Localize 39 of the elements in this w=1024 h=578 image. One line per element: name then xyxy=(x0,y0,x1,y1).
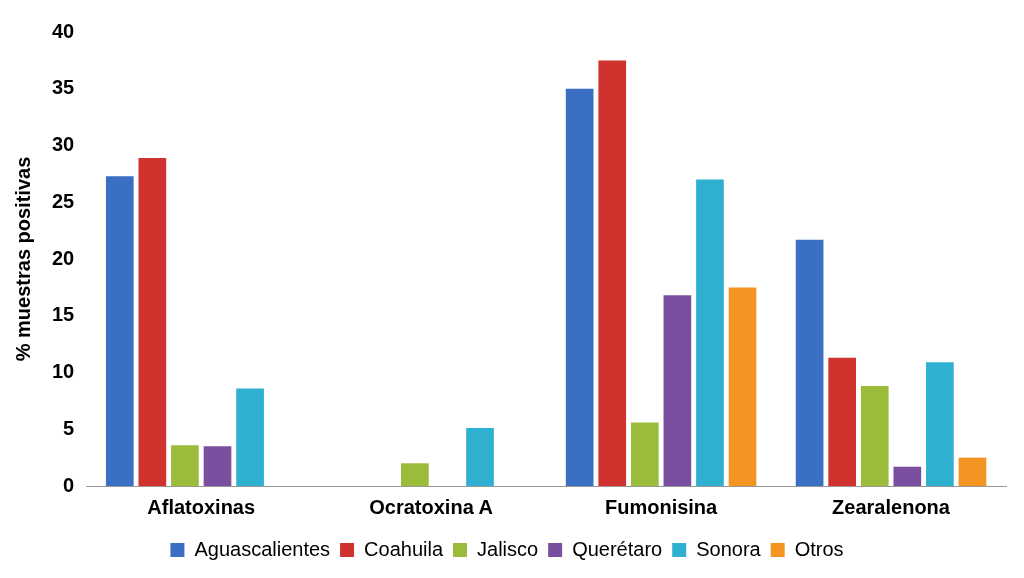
y-tick-label: 20 xyxy=(52,246,75,269)
bar xyxy=(598,60,627,486)
bar xyxy=(630,422,659,486)
bar xyxy=(401,463,429,486)
bar xyxy=(105,176,134,486)
y-tick-label: 0 xyxy=(63,473,75,496)
bar xyxy=(171,445,199,486)
bar xyxy=(696,179,724,486)
y-tick-label: 5 xyxy=(63,416,75,439)
legend-label: Aguascalientes xyxy=(194,537,331,560)
legend-label: Querétaro xyxy=(572,537,663,560)
legend-label: Coahuila xyxy=(364,537,444,560)
bar xyxy=(466,428,494,486)
y-tick-label: 30 xyxy=(52,133,75,156)
bar xyxy=(565,88,594,486)
bar xyxy=(663,295,692,486)
bar xyxy=(236,388,264,486)
x-tick-label: Aflatoxinas xyxy=(147,495,256,518)
legend-label: Jalisco xyxy=(477,537,539,560)
y-tick-label: 35 xyxy=(52,76,75,99)
bar xyxy=(795,239,824,486)
y-tick-label: 25 xyxy=(52,189,75,212)
y-axis-title: % muestras positivas xyxy=(11,156,34,362)
y-tick-label: 10 xyxy=(52,360,75,383)
bar xyxy=(203,446,232,486)
legend-label: Sonora xyxy=(696,537,762,560)
legend-label: Otros xyxy=(794,537,844,560)
y-tick-label: 15 xyxy=(52,303,75,326)
bar xyxy=(728,287,757,486)
bar xyxy=(828,357,857,486)
x-tick-label: Zearalenona xyxy=(832,495,951,518)
bar xyxy=(138,157,167,486)
bar xyxy=(860,386,889,486)
bar xyxy=(958,457,987,486)
x-tick-label: Ocratoxina A xyxy=(369,495,494,518)
y-tick-label: 40 xyxy=(52,19,75,42)
bar xyxy=(926,362,954,486)
x-tick-label: Fumonisina xyxy=(604,495,719,518)
bar xyxy=(893,466,922,486)
